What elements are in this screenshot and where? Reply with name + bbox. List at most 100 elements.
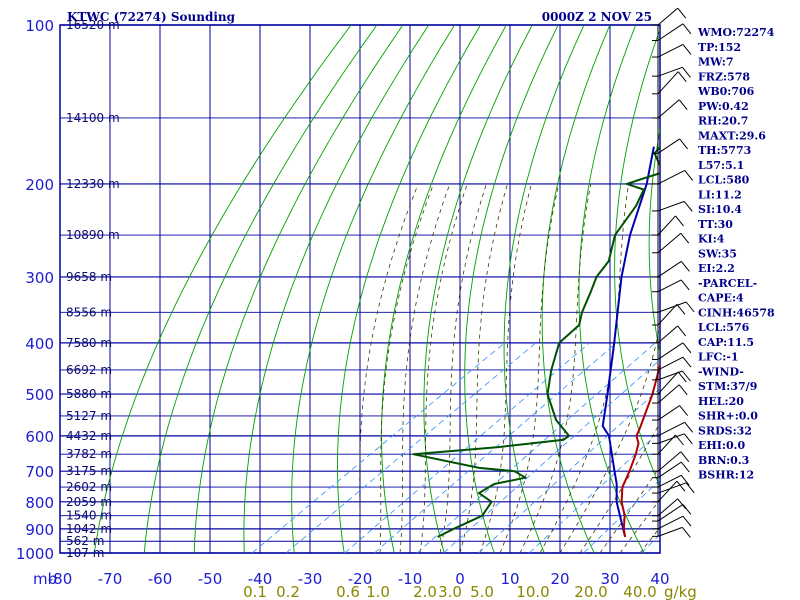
- mixing-ratio-label: 40.0: [623, 583, 656, 600]
- wind-barb: [652, 303, 686, 326]
- mixing-ratio-label: 3.0: [438, 583, 462, 600]
- dry-adiabat: [648, 127, 660, 356]
- wind-barb: [652, 232, 690, 254]
- dewpoint-profile: [412, 145, 660, 538]
- temperature-tick-label: -10: [398, 570, 423, 588]
- stat-item: BRN:0.3: [698, 454, 749, 467]
- profiles: [412, 145, 660, 538]
- temperature-tick-label: -80: [48, 570, 73, 588]
- height-label: 12330 m: [66, 177, 120, 191]
- time-title: 0000Z 2 NOV 25: [542, 10, 652, 24]
- wind-barb: [652, 421, 694, 437]
- moist-adiabat: [359, 183, 419, 553]
- mixing-ratio-label: 2.0: [413, 583, 437, 600]
- wind-barb: [652, 503, 692, 522]
- temperature-axis: mb-80 -70 -60 -50 -40 -30 -20 -10 0 10 20 30 40: [33, 570, 670, 588]
- temperature-tick-label: 20: [550, 570, 569, 588]
- dry-adiabat: [143, 25, 378, 553]
- height-label: 2059 m: [66, 495, 112, 509]
- moist-adiabat: [619, 498, 660, 553]
- height-label: 16520 m: [66, 18, 120, 32]
- temperature-tick-label: 30: [600, 570, 619, 588]
- height-label: 3175 m: [66, 464, 112, 478]
- stat-item: EI:2.2: [698, 262, 735, 275]
- stat-item: CAPE:4: [698, 292, 744, 305]
- wind-barb: [652, 301, 695, 313]
- stat-item: LFC:-1: [698, 351, 739, 364]
- wind-barbs: [652, 7, 695, 538]
- height-label: 1042 m: [66, 522, 112, 536]
- wind-barb: [652, 215, 684, 236]
- pressure-tick-label: 700: [25, 463, 54, 481]
- height-label: 10890 m: [66, 228, 120, 242]
- stat-item: LI:11.2: [698, 188, 742, 201]
- height-label: 5127 m: [66, 409, 112, 423]
- stat-item: EHI:0.0: [698, 439, 745, 452]
- dry-adiabat: [243, 25, 430, 553]
- stat-item: -WIND-: [698, 365, 744, 378]
- pressure-axis: 100 200 300 400 500 600 700 800 900 1000: [16, 17, 54, 563]
- stat-item: STM:37/9: [698, 380, 757, 393]
- dry-adiabat: [541, 25, 611, 553]
- moist-adiabat: [419, 183, 468, 553]
- stat-item: BSHR:12: [698, 469, 754, 482]
- temperature-tick-label: -20: [348, 570, 373, 588]
- stat-item: MAXT:29.6: [698, 129, 766, 142]
- mixing-ratio-label: 0.2: [276, 583, 300, 600]
- dry-adiabat: [578, 25, 645, 553]
- stat-item: SW:35: [698, 247, 737, 260]
- wind-barb: [652, 169, 694, 185]
- pressure-tick-label: 600: [25, 428, 54, 446]
- dry-adiabat: [337, 25, 482, 553]
- wind-barb: [652, 7, 687, 26]
- wind-barb: [652, 342, 692, 360]
- moist-adiabat: [499, 183, 560, 553]
- height-label: 14100 m: [66, 111, 120, 125]
- moist-adiabat: [399, 183, 451, 553]
- mixing-ratio-label: 0.1: [243, 583, 267, 600]
- height-labels: 16520 m 14100 m 12330 m 10890 m 9658 m 8556 m…: [66, 18, 120, 560]
- pressure-tick-label: 400: [25, 335, 54, 353]
- mixing-ratio-line: [478, 387, 660, 553]
- stat-item: L57:5.1: [698, 159, 744, 172]
- temperature-profile: [620, 362, 660, 538]
- stat-item: FRZ:578: [698, 70, 750, 83]
- stat-item: MW:7: [698, 56, 734, 69]
- stat-item: TH:5773: [698, 144, 751, 157]
- temperature-tick-label: 0: [455, 570, 465, 588]
- moist-adiabat: [379, 183, 434, 553]
- wind-barb: [652, 461, 690, 479]
- grid: [59, 24, 661, 554]
- temperature-tick-label: -40: [248, 570, 273, 588]
- stat-item: LCL:576: [698, 321, 750, 334]
- temperature-tick-label: 10: [500, 570, 519, 588]
- wind-barb: [652, 370, 691, 382]
- wind-barb: [652, 200, 693, 212]
- moist-adiabat: [439, 183, 487, 553]
- stat-item: CAP:11.5: [698, 336, 754, 349]
- wind-barb: [652, 66, 691, 78]
- height-label: 2602 m: [66, 480, 112, 494]
- wind-barb: [652, 515, 692, 530]
- stat-item: RH:20.7: [698, 115, 748, 128]
- stat-item: WMO:72274: [697, 26, 775, 39]
- moist-adiabat: [459, 183, 508, 553]
- parcel-path: [601, 146, 655, 538]
- wind-barb: [652, 356, 692, 371]
- dry-adiabat: [778, 1, 800, 564]
- wind-barb: [652, 279, 690, 293]
- mixing-ratio-unit: g/kg: [664, 583, 697, 600]
- temperature-tick-label: -70: [98, 570, 123, 588]
- moist-adiabat: [599, 465, 660, 553]
- temperature-tick-label: 40: [650, 570, 669, 588]
- height-label: 8556 m: [66, 305, 112, 319]
- mixing-ratio-label: 5.0: [470, 583, 494, 600]
- pressure-tick-label: 1000: [16, 545, 54, 563]
- mixing-ratio-label: 10.0: [516, 583, 549, 600]
- stat-item: PW:0.42: [698, 100, 749, 113]
- mixing-ratio-line: [529, 430, 660, 553]
- pressure-tick-label: 100: [25, 17, 54, 35]
- moist-adiabat: [479, 183, 532, 553]
- mixing-ratio-label: 0.6: [336, 583, 360, 600]
